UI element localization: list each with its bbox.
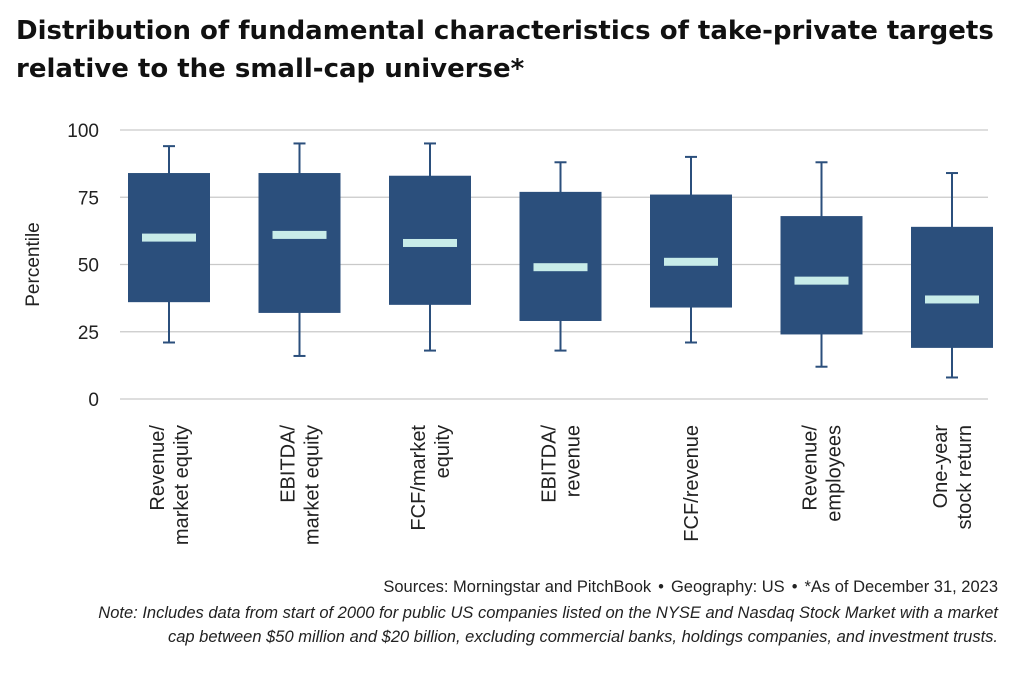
median-marker: [533, 263, 588, 272]
x-category-label-line: FCF/revenue: [681, 425, 703, 542]
median-marker: [272, 230, 327, 239]
median-marker: [142, 233, 196, 242]
sources-text: Sources: Morningstar and PitchBook: [383, 578, 652, 596]
separator-dot: •: [658, 578, 664, 596]
x-category-label-line: One-year: [930, 425, 952, 509]
iqr-box: [650, 194, 732, 308]
x-category-label: One-year stock return: [930, 425, 976, 530]
sources-line: Sources: Morningstar and PitchBook • Geogr…: [383, 578, 998, 597]
x-category-label: FCF/market equity: [408, 425, 454, 531]
y-tick-label: 0: [88, 390, 99, 411]
median-marker: [664, 257, 718, 266]
x-category-label: EBITDA/revenue: [539, 425, 585, 503]
x-category-label-line: equity: [432, 425, 454, 478]
box-plot-chart: 0 25 50 75 100 Percentile Revenue/market equit…: [23, 121, 993, 546]
iqr-box: [780, 216, 863, 335]
iqr-box: [911, 226, 993, 348]
y-tick-label: 100: [67, 121, 99, 142]
chart-title: Distribution of fundamental characterist…: [16, 12, 1016, 88]
x-category-label-line: employees: [824, 425, 846, 522]
x-category-label-line: EBITDA/: [278, 425, 300, 503]
iqr-box: [519, 191, 602, 321]
y-tick-label: 50: [78, 256, 99, 277]
x-category-label-line: FCF/market: [408, 425, 430, 531]
y-tick-label: 25: [78, 323, 99, 344]
note-line-2: cap between $50 million and $20 billion,…: [167, 628, 998, 646]
median-marker: [925, 295, 979, 304]
x-category-label-line: revenue: [563, 425, 585, 497]
median-marker: [794, 276, 849, 285]
x-category-label-line: EBITDA/: [539, 425, 561, 503]
x-category-label: Revenue/market equity: [147, 425, 193, 545]
y-axis-label: Percentile: [23, 222, 44, 307]
x-category-label: FCF/revenue: [681, 425, 703, 542]
y-tick-label: 75: [78, 188, 99, 209]
geography-text: Geography: US: [670, 578, 785, 596]
x-category-label: Revenue/employees: [800, 425, 846, 522]
x-category-label: EBITDA/market equity: [278, 425, 324, 546]
separator-dot: •: [791, 578, 798, 596]
as-of-date-text: *As of December 31, 2023: [804, 578, 998, 596]
x-category-label-line: market equity: [302, 425, 324, 545]
x-category-label-line: market equity: [171, 425, 193, 545]
x-category-label-line: stock return: [954, 425, 976, 529]
x-category-label-line: Revenue/: [800, 425, 822, 511]
chart-title-line-2: relative to the small-cap universe*: [16, 54, 525, 84]
note-line-1: Note: Includes data from start of 2000 f…: [98, 604, 998, 622]
iqr-box: [258, 173, 341, 313]
x-category-label-line: Revenue/: [147, 425, 169, 511]
chart-title-line-1: Distribution of fundamental characterist…: [16, 16, 994, 46]
median-marker: [403, 238, 457, 247]
